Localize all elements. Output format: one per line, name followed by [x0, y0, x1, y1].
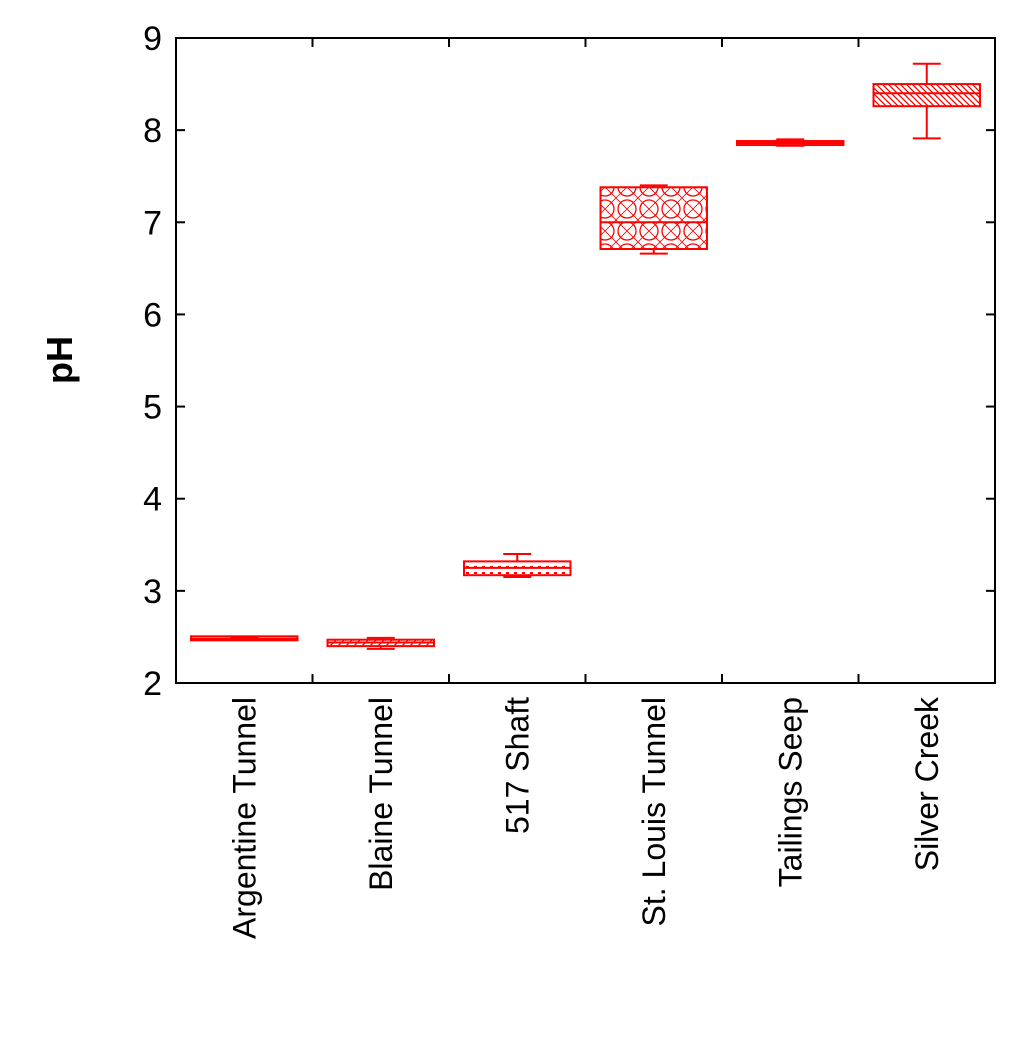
plot-area — [175, 37, 996, 684]
boxes-group — [190, 62, 981, 650]
box-body — [599, 186, 708, 251]
x-category-label: 517 Shaft — [499, 697, 535, 834]
y-axis-title: pH — [39, 336, 80, 384]
y-tick-label: 2 — [143, 665, 162, 703]
box-body — [872, 83, 981, 108]
x-axis: Argentine Tunnel Blaine Tunnel 517 Shaft St… — [226, 38, 945, 939]
y-tick-label: 5 — [143, 389, 162, 427]
y-tick-label: 3 — [143, 573, 162, 611]
box-argentine-tunnel — [190, 635, 299, 642]
y-axis: 2 3 4 5 6 7 8 9 — [143, 20, 995, 703]
box-st-louis-tunnel — [599, 184, 708, 255]
y-tick-label: 9 — [143, 20, 162, 58]
box-tailings-seep — [736, 138, 845, 147]
box-silver-creek — [872, 62, 981, 140]
y-tick-label: 8 — [143, 112, 162, 150]
x-category-label: Silver Creek — [909, 696, 945, 871]
x-category-label: Argentine Tunnel — [226, 697, 262, 939]
x-category-label: St. Louis Tunnel — [636, 697, 672, 926]
y-tick-label: 7 — [143, 204, 162, 242]
x-category-label: Blaine Tunnel — [363, 697, 399, 891]
y-tick-label: 6 — [143, 296, 162, 334]
box-blaine-tunnel — [326, 636, 435, 650]
plot-frame — [175, 37, 996, 684]
y-tick-label: 4 — [143, 481, 162, 519]
x-category-label: Tailings Seep — [772, 697, 808, 887]
box-517-shaft — [463, 553, 572, 579]
